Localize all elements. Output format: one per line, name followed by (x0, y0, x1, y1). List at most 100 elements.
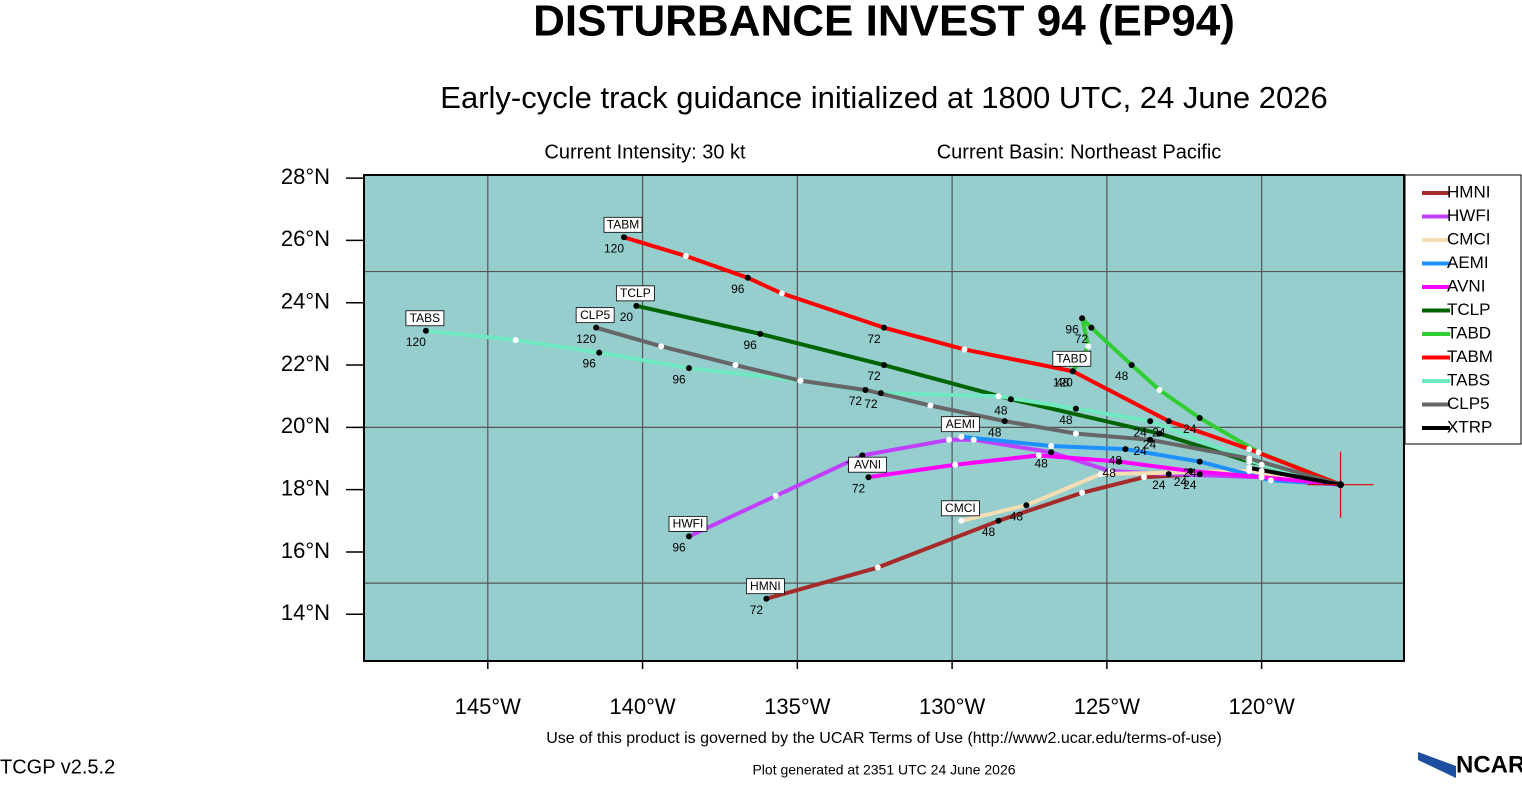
track-point (596, 349, 603, 356)
version: TCGP v2.5.2 (0, 756, 115, 778)
track-point (1128, 362, 1135, 369)
hour-label: 48 (1059, 413, 1073, 427)
legend-label: CMCI (1447, 229, 1490, 248)
y-tick-label: 14°N (281, 600, 330, 625)
hour-label: 96 (731, 282, 745, 296)
track-point (1267, 477, 1274, 484)
track-point (877, 390, 884, 397)
model-box (405, 310, 445, 327)
track-point (1187, 467, 1194, 474)
hour-label: 72 (1075, 332, 1089, 346)
track-point (757, 330, 764, 337)
track-point (1196, 458, 1203, 465)
y-tick-label: 22°N (281, 351, 330, 376)
track-point (1258, 461, 1265, 468)
track-point (1088, 324, 1095, 331)
x-tick-label: 120°W (1228, 694, 1295, 719)
hour-label: 24 (1183, 422, 1197, 436)
legend-label: HMNI (1447, 182, 1490, 201)
model-label: CMCI (945, 501, 976, 515)
hour-label: 120 (576, 332, 596, 346)
track-point (1048, 443, 1055, 450)
x-tick-label: 130°W (919, 694, 986, 719)
track-point (778, 290, 785, 297)
model-label: HMNI (750, 579, 781, 593)
model-label: TABM (607, 217, 639, 231)
track-point (1147, 418, 1154, 425)
track-point (1007, 396, 1014, 403)
generated: Plot generated at 2351 UTC 24 June 2026 (752, 762, 1015, 778)
track-point (1072, 430, 1079, 437)
track-point (1156, 386, 1163, 393)
track-point (732, 362, 739, 369)
hour-label: 72 (852, 481, 866, 495)
track-point (1097, 471, 1104, 478)
y-tick-label: 16°N (281, 538, 330, 563)
model-box (668, 515, 708, 532)
legend-label: CLP5 (1447, 394, 1490, 413)
model-box (615, 285, 655, 302)
track-point (881, 362, 887, 369)
hour-label: 48 (1010, 509, 1024, 523)
model-label: TCLP (620, 286, 651, 300)
hour-label: 48 (988, 425, 1002, 439)
x-tick-label: 145°W (455, 694, 522, 719)
track-point (633, 302, 640, 309)
legend-label: TABM (1447, 347, 1493, 366)
track-point (1147, 436, 1154, 443)
track-point (682, 253, 689, 259)
track-point (1035, 452, 1042, 459)
track-point (874, 564, 881, 571)
y-tick-label: 24°N (281, 289, 330, 314)
model-box (1052, 350, 1092, 367)
track-point (686, 365, 692, 372)
track-point (1106, 467, 1113, 474)
model-box (745, 578, 785, 595)
hour-label: 96 (1065, 322, 1079, 336)
hour-label: 96 (744, 338, 758, 352)
track-point (862, 386, 869, 393)
track-point (958, 433, 965, 440)
model-box (848, 456, 887, 473)
track-point (1085, 343, 1092, 350)
model-label: TABD (1056, 351, 1087, 365)
legend-label: AEMI (1447, 253, 1489, 272)
hour-label: 72 (867, 369, 881, 383)
logo-mark (1418, 752, 1456, 778)
hour-label: 24 (1183, 478, 1197, 492)
track-point (1122, 446, 1129, 453)
hour-label: 48 (1056, 375, 1070, 389)
track-point (995, 393, 1002, 400)
model-box (603, 216, 643, 233)
y-tick-label: 26°N (281, 226, 330, 251)
track-point (927, 402, 934, 409)
track-point (1079, 315, 1086, 322)
track-point (797, 377, 804, 384)
hour-label: 72 (750, 603, 764, 617)
map-frame (363, 174, 1405, 662)
track-point (1048, 449, 1055, 456)
legend-label: AVNI (1447, 276, 1485, 295)
track-point (512, 337, 519, 344)
track-point (961, 346, 968, 353)
hour-label: 24 (1152, 478, 1166, 492)
track-point (1001, 418, 1008, 425)
hour-label: 120 (1053, 375, 1073, 389)
y-tick-label: 28°N (281, 164, 330, 189)
track-point (865, 474, 872, 481)
x-tick-label: 140°W (609, 694, 676, 719)
model-box (940, 500, 980, 517)
track-point (1246, 446, 1253, 453)
track (688, 437, 1341, 539)
model-label: AEMI (946, 417, 975, 431)
track-point (881, 324, 887, 331)
hour-label: 48 (1034, 456, 1048, 470)
track-point (1072, 405, 1079, 412)
hour-label: 120 (406, 335, 426, 349)
track-point (744, 274, 751, 281)
legend-label: TCLP (1447, 300, 1490, 319)
hour-label: 24 (1134, 444, 1148, 458)
track-point (621, 234, 627, 241)
current-point (1337, 481, 1345, 489)
